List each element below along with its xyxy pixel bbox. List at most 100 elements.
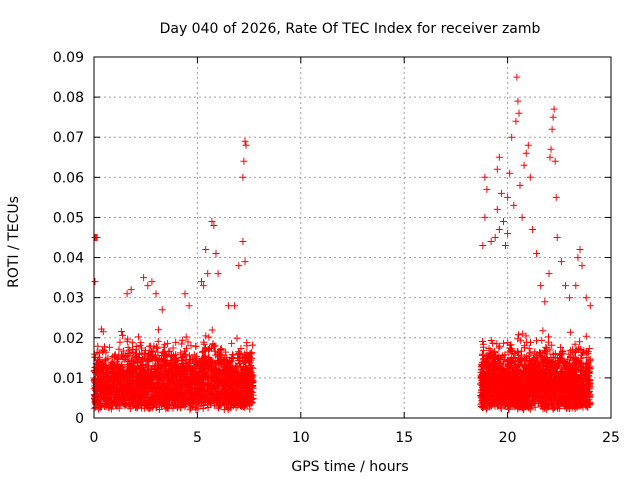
data-point — [237, 345, 245, 352]
data-point — [200, 398, 208, 406]
data-point — [137, 382, 145, 390]
data-point — [192, 406, 200, 414]
data-point — [210, 368, 218, 376]
data-point — [172, 338, 180, 346]
data-point — [106, 384, 114, 392]
data-point — [160, 400, 168, 408]
data-point — [566, 328, 574, 336]
data-point — [219, 388, 227, 396]
data-point — [122, 368, 130, 376]
data-point — [510, 388, 518, 396]
data-point — [548, 401, 556, 409]
data-point — [545, 395, 553, 402]
data-point — [551, 384, 559, 392]
data-point — [204, 270, 212, 278]
data-point — [550, 383, 558, 391]
data-point — [575, 344, 583, 352]
data-point — [490, 392, 498, 399]
data-point — [479, 242, 487, 249]
data-point — [205, 346, 213, 354]
data-point — [575, 398, 583, 406]
data-point — [170, 356, 178, 363]
data-point — [540, 399, 547, 407]
data-point — [216, 401, 224, 409]
data-point — [539, 367, 547, 375]
data-point — [567, 371, 575, 379]
data-point — [520, 404, 528, 412]
data-point — [133, 350, 141, 358]
data-point — [194, 384, 202, 392]
data-point — [486, 403, 494, 411]
data-point — [116, 338, 124, 346]
data-point — [141, 401, 149, 409]
data-point — [527, 389, 535, 397]
data-point — [566, 294, 574, 302]
data-point — [103, 378, 111, 386]
data-point — [500, 377, 508, 385]
data-point — [164, 369, 172, 377]
data-point — [487, 337, 495, 344]
data-point — [580, 368, 588, 376]
data-point — [579, 366, 587, 374]
data-point — [557, 258, 565, 266]
data-point — [127, 286, 135, 294]
data-point — [501, 387, 509, 395]
data-point — [494, 376, 502, 384]
data-point — [538, 386, 546, 394]
data-point — [236, 355, 244, 363]
data-point — [542, 343, 550, 351]
data-point — [111, 402, 119, 410]
data-point — [241, 137, 249, 145]
data-point — [170, 392, 178, 399]
data-point — [543, 344, 551, 352]
data-point — [495, 226, 503, 233]
data-point — [483, 373, 491, 381]
data-point — [214, 270, 222, 278]
data-point — [512, 117, 520, 125]
data-point — [528, 391, 536, 398]
data-point — [152, 403, 160, 411]
data-point — [582, 294, 590, 302]
data-point — [531, 348, 539, 356]
data-point — [574, 254, 582, 262]
data-point — [114, 361, 122, 369]
data-point — [553, 234, 561, 241]
data-point — [97, 369, 105, 377]
data-point — [517, 337, 525, 345]
data-point — [128, 339, 136, 347]
data-point — [152, 290, 160, 298]
data-point — [551, 157, 559, 165]
data-point — [586, 302, 594, 310]
data-point — [212, 384, 220, 392]
data-point — [241, 258, 249, 266]
data-point — [541, 401, 549, 408]
data-point — [533, 337, 540, 345]
data-point — [572, 384, 580, 392]
data-point — [176, 366, 184, 374]
data-point — [504, 361, 512, 369]
data-point — [512, 376, 520, 384]
data-point — [205, 354, 213, 362]
data-point — [161, 341, 169, 349]
data-point — [162, 397, 170, 405]
data-point — [243, 339, 251, 347]
data-point — [177, 389, 185, 396]
data-point — [514, 335, 522, 343]
data-point — [515, 331, 522, 339]
data-point — [119, 364, 127, 372]
data-point — [242, 371, 250, 379]
data-point — [223, 377, 231, 385]
data-point — [488, 364, 496, 372]
data-point — [543, 390, 551, 398]
data-point — [558, 387, 566, 395]
data-point — [517, 398, 525, 406]
data-point — [240, 364, 248, 372]
data-point — [248, 371, 256, 379]
data-point — [153, 373, 161, 380]
data-point — [95, 364, 103, 372]
data-point — [560, 388, 567, 396]
data-point — [178, 360, 186, 367]
data-point — [507, 341, 515, 349]
data-point — [244, 393, 252, 401]
data-point — [562, 282, 569, 290]
